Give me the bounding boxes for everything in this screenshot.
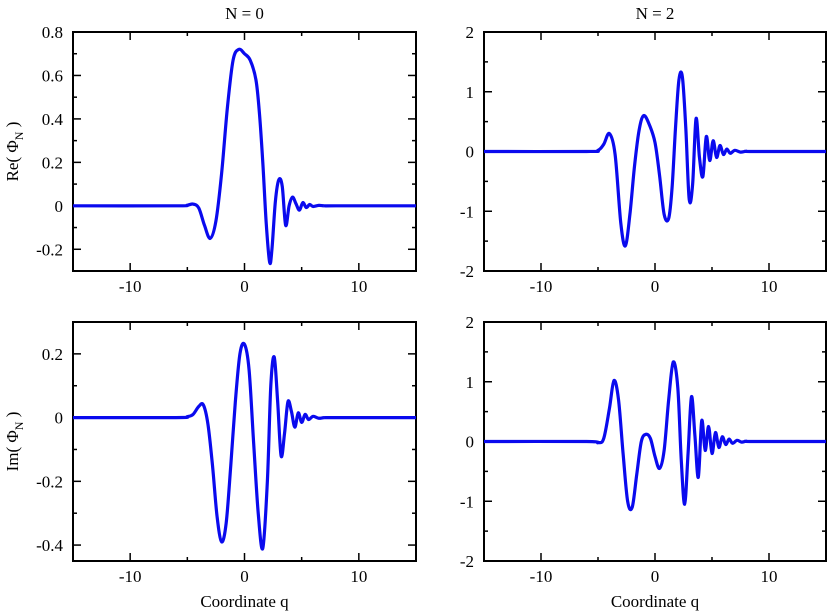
chart-panel-3: -10 0 10 -0.4 -0.2 0 0.2 Coordinate q Im( ΦN )	[3, 321, 417, 611]
x-tick-label: 10	[350, 277, 367, 296]
y-tick-label: 0	[466, 143, 475, 162]
y-tick-label: 0.8	[42, 23, 63, 42]
x-tick-label: 0	[240, 277, 249, 296]
series-line-1	[73, 47, 416, 266]
y-tick-label: 0	[55, 409, 64, 428]
chart-title: N = 2	[636, 4, 675, 23]
chart-panel-1: -10 0 10 -0.2 0 0.2 0.4 0.6 0.8 N = 0 Re( ΦN )	[3, 4, 417, 296]
y-tick-label: 2	[466, 313, 475, 332]
y-tick-label: -1	[460, 202, 474, 221]
x-tick-label: 0	[651, 567, 660, 586]
y-tick-label: -2	[460, 552, 474, 571]
y-tick-label: 0	[466, 433, 475, 452]
y-tick-label: -0.2	[36, 472, 63, 491]
y-tick-label: 1	[466, 83, 475, 102]
x-tick-label: 10	[350, 567, 367, 586]
x-tick-label: 10	[761, 277, 778, 296]
x-axis-label: Coordinate q	[611, 592, 700, 611]
x-tick-label: -10	[530, 277, 553, 296]
x-tick-label: 0	[651, 277, 660, 296]
x-tick-label: -10	[530, 567, 553, 586]
x-tick-label: -10	[119, 277, 142, 296]
chart-title: N = 0	[225, 4, 264, 23]
y-tick-label: 0.6	[42, 66, 63, 85]
y-tick-label: 1	[466, 373, 475, 392]
series-line-1	[484, 70, 826, 248]
x-tick-label: 0	[240, 567, 249, 586]
y-tick-label: 2	[466, 23, 475, 42]
y-tick-label: -1	[460, 492, 474, 511]
y-tick-label: 0.2	[42, 153, 63, 172]
y-axis-label: Im( ΦN )	[3, 412, 26, 472]
plot-frame	[72, 31, 417, 272]
x-tick-label: -10	[119, 567, 142, 586]
y-tick-label: -2	[460, 262, 474, 281]
series-line-1	[73, 341, 416, 551]
x-tick-label: 10	[761, 567, 778, 586]
y-tick-label: -0.2	[36, 240, 63, 259]
series-line-1	[484, 360, 826, 512]
plot-frame	[72, 321, 417, 562]
y-axis-label: Re( ΦN )	[3, 122, 26, 182]
y-tick-label: 0	[55, 197, 64, 216]
y-tick-label: 0.4	[42, 110, 64, 129]
x-axis-label: Coordinate q	[200, 592, 289, 611]
y-tick-label: 0.2	[42, 345, 63, 364]
y-tick-label: -0.4	[36, 536, 63, 555]
